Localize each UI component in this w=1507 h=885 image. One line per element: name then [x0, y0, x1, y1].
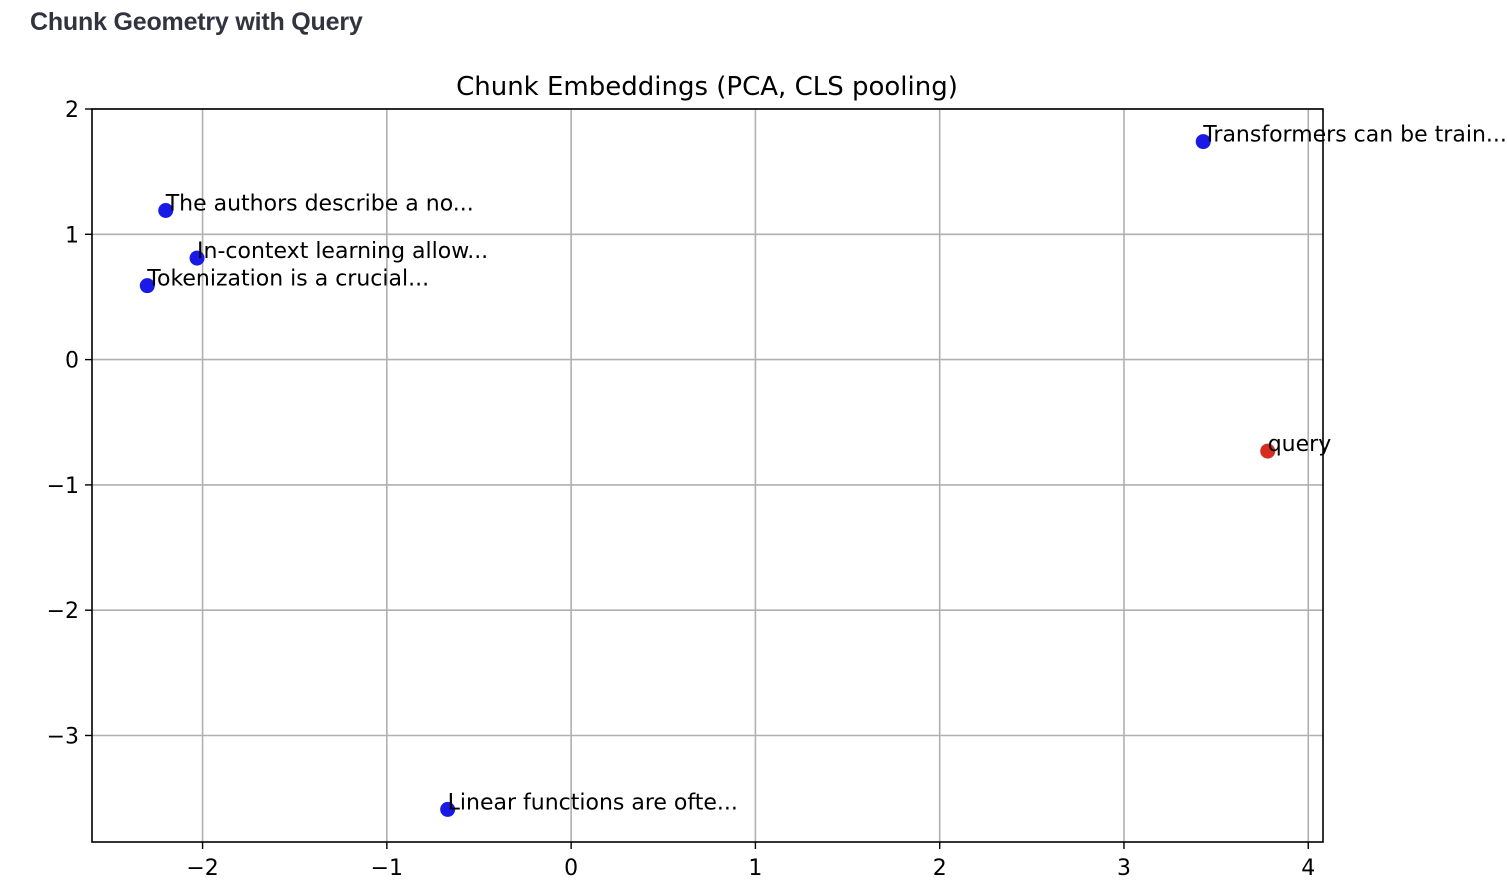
chunk-point — [139, 278, 155, 294]
axes: −2 −1 0 1 2 3 4 −3 −2 −1 0 1 2 — [47, 98, 1324, 881]
x-tick-label: 3 — [1117, 856, 1131, 881]
chunk-point — [440, 801, 456, 817]
grid-lines — [92, 108, 1323, 842]
point-labels: Transformers can be train... The authors … — [146, 123, 1507, 816]
y-tick-label: 2 — [65, 98, 79, 123]
y-tick-label: −2 — [47, 599, 79, 624]
y-tick-label: −1 — [47, 474, 79, 499]
query-label: query — [1268, 432, 1332, 457]
chunk-label: In-context learning allow... — [197, 239, 488, 264]
y-tick-label: −3 — [47, 724, 79, 749]
data-points — [139, 134, 1276, 817]
x-tick-label: 0 — [564, 856, 578, 881]
chunk-label: The authors describe a no... — [165, 191, 474, 216]
chunk-point — [158, 202, 174, 218]
query-point — [1260, 443, 1276, 459]
y-tick-label: 1 — [65, 223, 79, 248]
chart-title: Chunk Embeddings (PCA, CLS pooling) — [456, 72, 958, 102]
x-tick-label: −1 — [371, 856, 403, 881]
chunk-label: Transformers can be train... — [1202, 123, 1507, 148]
chunk-label: Tokenization is a crucial... — [146, 267, 429, 292]
x-tick-label: 2 — [933, 856, 947, 881]
x-tick-label: 4 — [1301, 856, 1315, 881]
chunk-point — [1195, 134, 1211, 150]
plot-frame — [91, 108, 1324, 843]
x-tick-label: −2 — [186, 856, 218, 881]
section-header: Chunk Geometry with Query — [30, 8, 363, 36]
x-tick-label: 1 — [748, 856, 762, 881]
y-tick-label: 0 — [65, 349, 79, 374]
chunk-point — [189, 250, 205, 266]
chunk-label: Linear functions are ofte... — [448, 790, 738, 815]
